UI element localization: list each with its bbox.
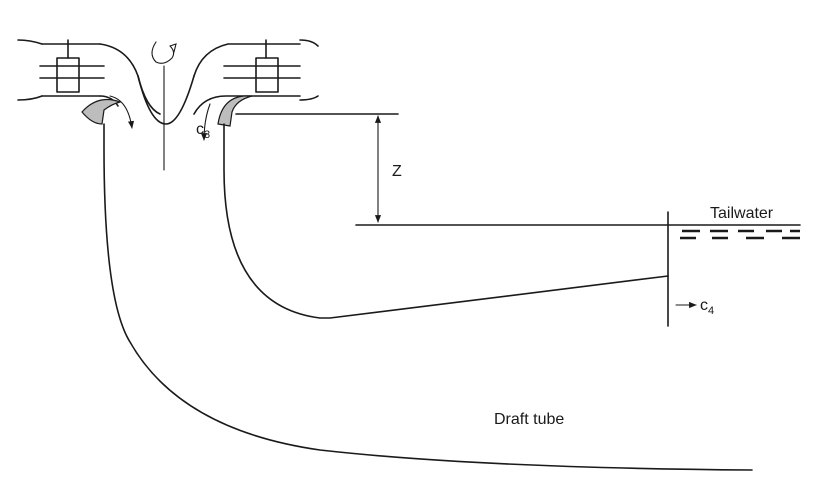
c4-label: c4 [700,297,714,317]
draft-tube-walls [103,123,753,471]
turbine-right-casing [193,39,319,115]
flow-arrow-c3 [200,103,211,141]
turbine-hub [137,41,195,171]
draft-tube-label: Draft tube [494,411,564,428]
turbine-left-blade [81,99,123,125]
z-label: Z [392,163,402,180]
c4-main: c [700,297,708,314]
flow-arrow-left [109,95,135,129]
c3-subscript: 3 [204,129,210,141]
turbine-right-blade [217,95,253,127]
c3-label: c3 [196,121,210,141]
c4-subscript: 4 [708,305,714,317]
tailwater-surface-marks [680,229,800,240]
c3-main: c [196,121,204,138]
tailwater-label: Tailwater [710,205,774,222]
